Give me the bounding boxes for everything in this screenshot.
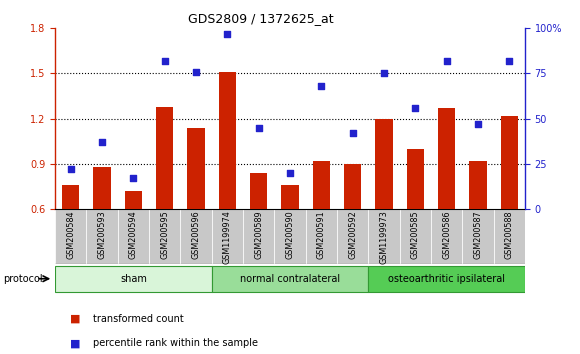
Bar [62,185,79,209]
Text: transformed count: transformed count [93,314,183,324]
Text: GSM200591: GSM200591 [317,211,326,259]
Bar [118,209,149,264]
FancyBboxPatch shape [212,266,368,292]
Text: osteoarthritic ipsilateral: osteoarthritic ipsilateral [388,274,505,284]
Text: GSM200593: GSM200593 [97,211,107,259]
Point [223,31,232,36]
Text: GSM200595: GSM200595 [160,211,169,259]
Text: GSM1199973: GSM1199973 [379,211,389,264]
Text: GSM200590: GSM200590 [285,211,295,259]
Bar [219,72,236,209]
Bar [407,149,424,209]
Point [285,170,295,176]
Bar [281,185,299,209]
Point [317,83,326,89]
Bar [243,209,274,264]
Text: GDS2809 / 1372625_at: GDS2809 / 1372625_at [188,12,334,25]
Text: GSM200586: GSM200586 [442,211,451,259]
Text: sham: sham [120,274,147,284]
Bar [368,209,400,264]
Bar [501,116,518,209]
Text: GSM200585: GSM200585 [411,211,420,259]
Bar [156,107,173,209]
Bar [375,119,393,209]
Bar [400,209,431,264]
Text: percentile rank within the sample: percentile rank within the sample [93,338,258,348]
Text: GSM1199974: GSM1199974 [223,211,232,264]
Bar [494,209,525,264]
Point [191,69,201,74]
Bar [274,209,306,264]
Bar [337,209,368,264]
Text: normal contralateral: normal contralateral [240,274,340,284]
Text: ■: ■ [70,314,80,324]
Text: ■: ■ [70,338,80,348]
Point [379,71,389,76]
Bar [313,161,330,209]
Bar [125,191,142,209]
Bar [438,108,455,209]
Point [473,121,483,127]
Text: GSM200596: GSM200596 [191,211,201,259]
Bar [431,209,462,264]
Text: GSM200589: GSM200589 [254,211,263,259]
Text: protocol: protocol [3,274,42,284]
Text: GSM200594: GSM200594 [129,211,138,259]
FancyBboxPatch shape [368,266,525,292]
Bar [344,164,361,209]
Point [97,139,107,145]
Point [411,105,420,110]
FancyBboxPatch shape [55,266,212,292]
Bar [469,161,487,209]
Bar [306,209,337,264]
Bar [250,173,267,209]
Text: GSM200588: GSM200588 [505,211,514,259]
Bar [93,167,111,209]
Text: GSM200584: GSM200584 [66,211,75,259]
Point [129,175,138,181]
Text: GSM200587: GSM200587 [473,211,483,259]
Bar [187,128,205,209]
Text: GSM200592: GSM200592 [348,211,357,259]
Bar [55,209,86,264]
Point [348,130,357,136]
Point [505,58,514,64]
Point [442,58,451,64]
Bar [212,209,243,264]
Point [160,58,169,64]
Point [254,125,263,131]
Bar [86,209,118,264]
Point [66,166,75,172]
Bar [149,209,180,264]
Bar [462,209,494,264]
Bar [180,209,212,264]
